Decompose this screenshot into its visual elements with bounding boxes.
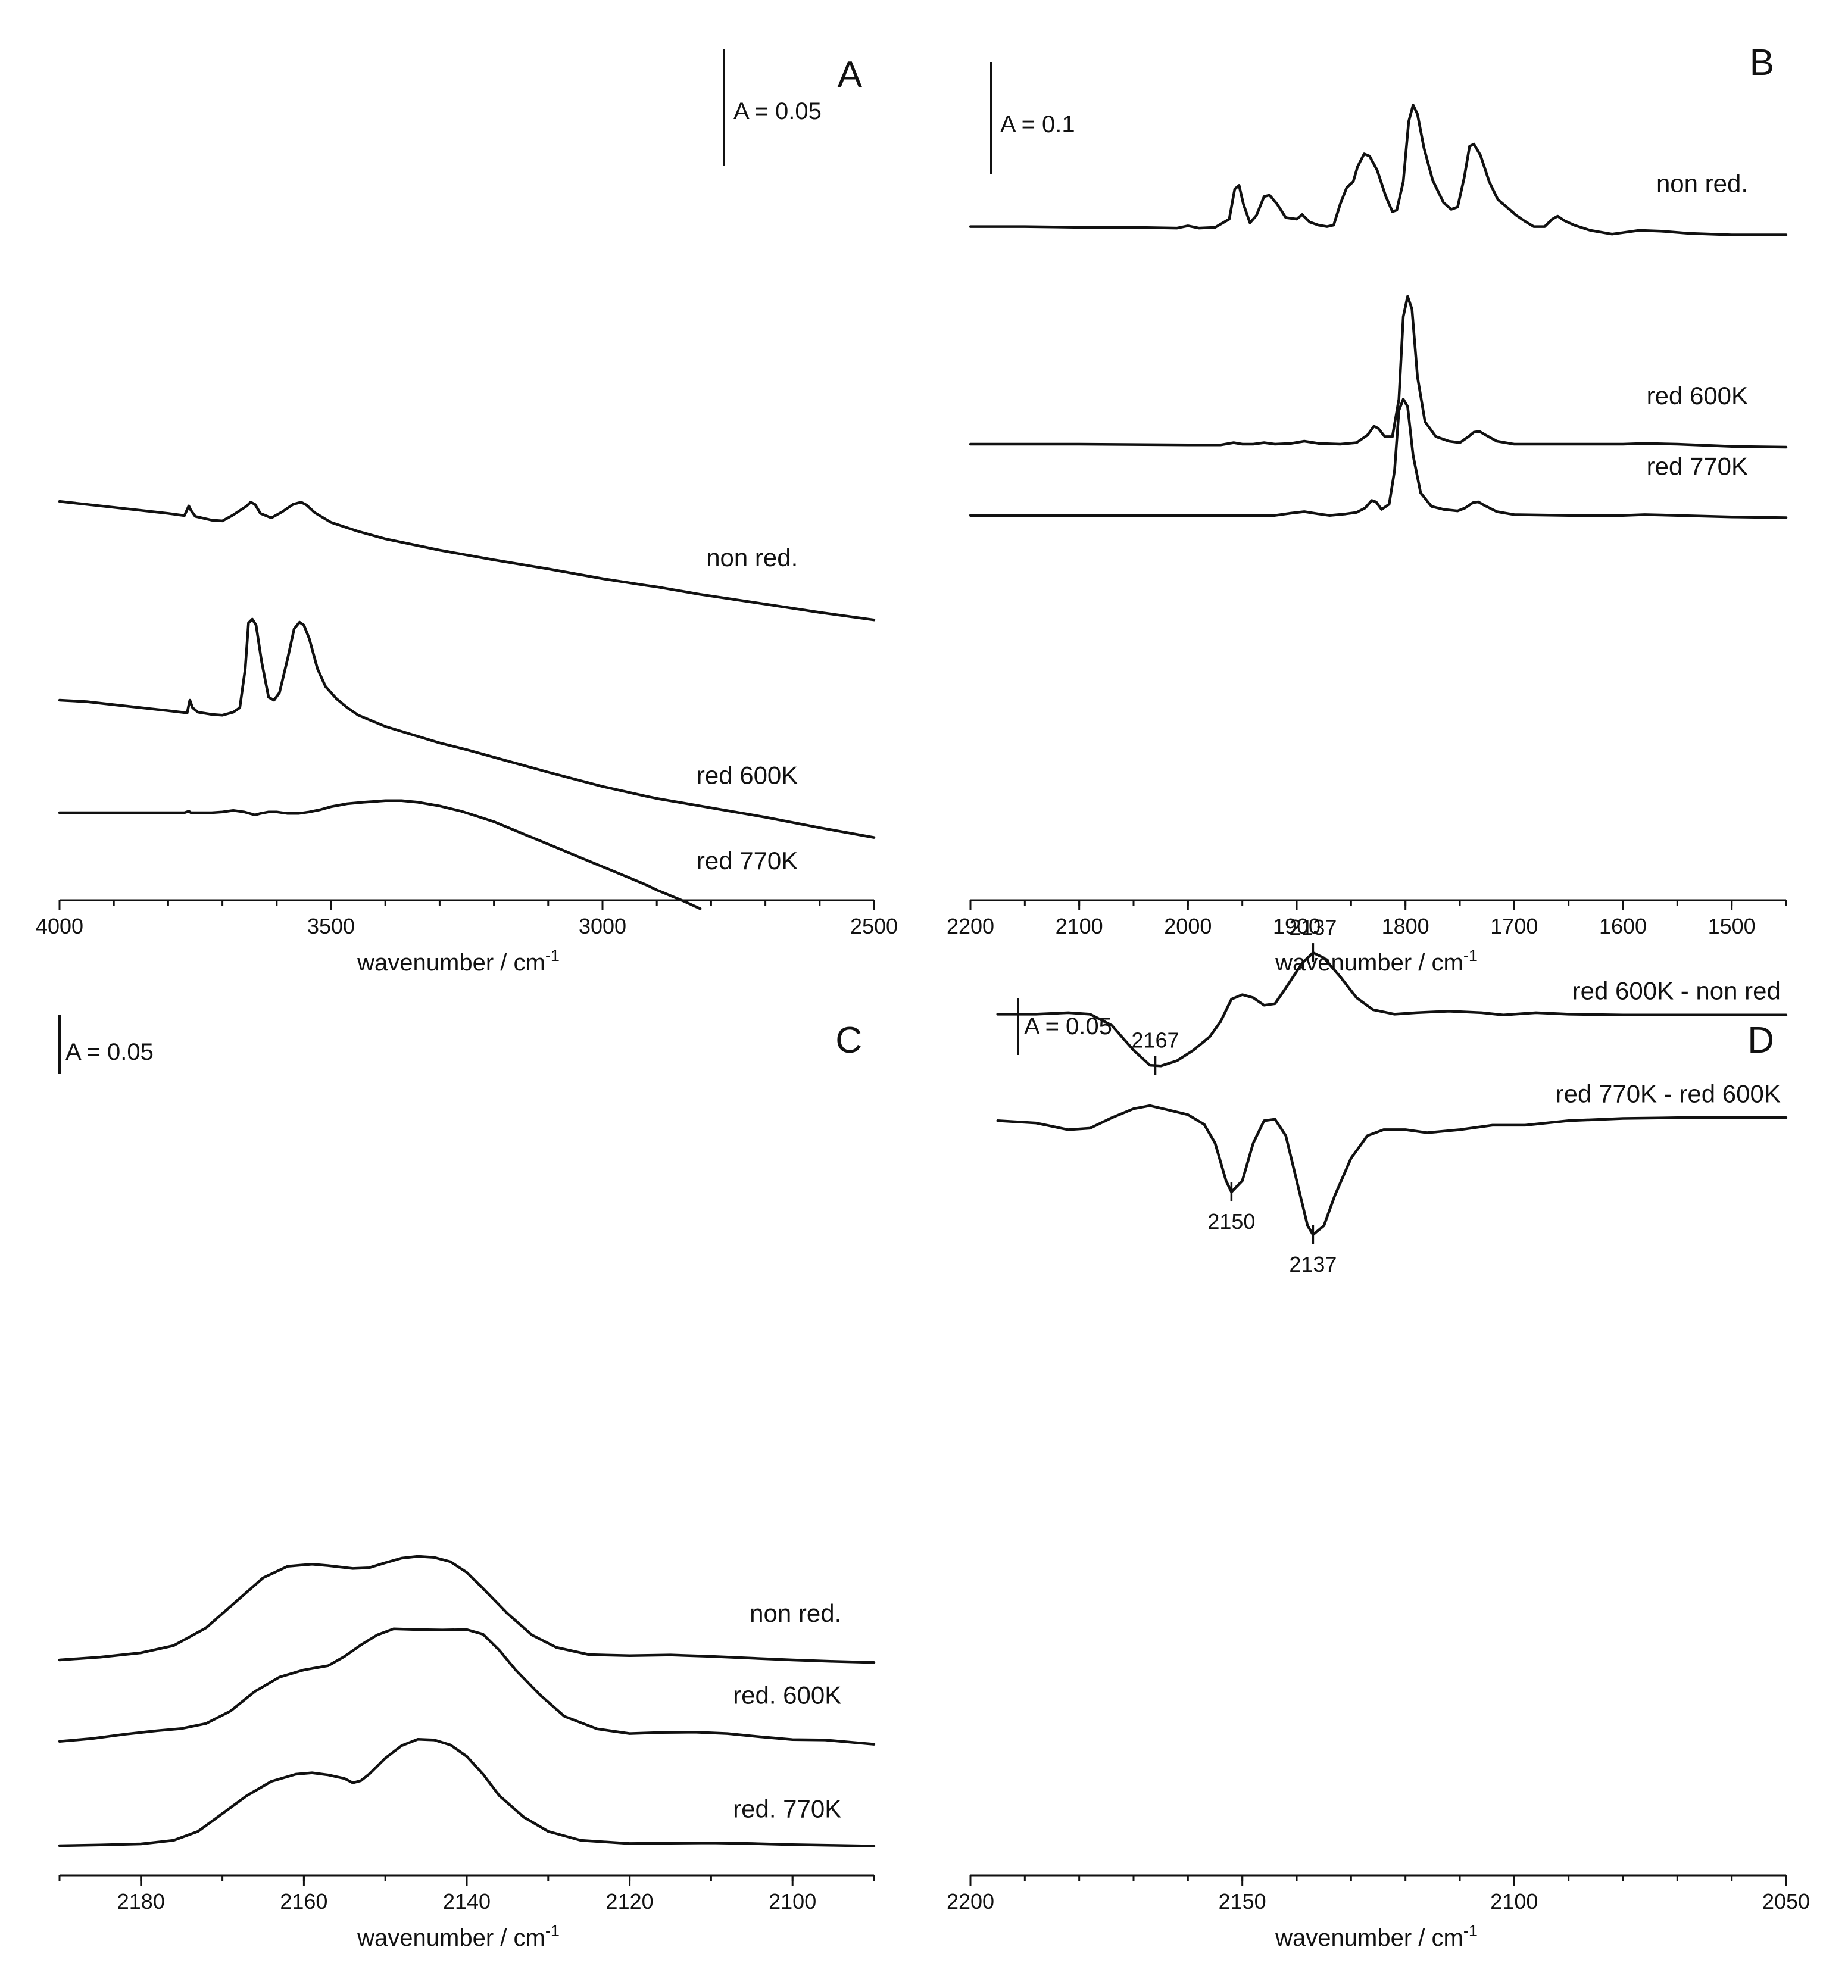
scale-bar-label: A = 0.1 [1000,111,1075,138]
x-tick-label: 2120 [606,1889,654,1914]
series-label: red 600K - non red [1572,977,1781,1005]
scale-bar-label: A = 0.05 [733,98,822,124]
peak-label: 2167 [1131,1028,1179,1053]
panel-letter: D [1747,1020,1774,1061]
series-label: red. 600K [733,1681,841,1709]
x-tick-label: 1600 [1599,914,1647,938]
x-tick-label: 4000 [36,914,83,938]
series-label: red 770K [1647,452,1748,480]
series-label: red 770K [697,847,798,875]
spectrum-line-red-600k [969,295,1788,449]
x-axis-title-superscript: -1 [1463,947,1478,965]
x-tick-label: 2200 [947,914,994,938]
x-tick-label: 2160 [280,1889,327,1914]
panel-letter: A [838,54,863,95]
x-tick-label: 2180 [117,1889,165,1914]
x-tick-label: 1700 [1490,914,1538,938]
x-axis-title: wavenumber / cm-1 [1275,1922,1478,1951]
x-tick-label: 2140 [443,1889,491,1914]
x-tick-label: 2000 [1164,914,1212,938]
spectrum-line-red-770k-red-600k [996,1104,1788,1237]
x-tick-label: 3000 [579,914,626,938]
x-axis-title: wavenumber / cm-1 [1275,947,1478,976]
x-tick-label: 2050 [1762,1889,1810,1914]
x-axis-title-text: wavenumber / cm [1275,1925,1463,1951]
peak-label: 2137 [1289,915,1337,940]
x-tick-label: 2100 [1056,914,1103,938]
spectrum-line-red-770k [58,799,702,910]
series-label: red. 770K [733,1795,841,1823]
series-label: red 770K - red 600K [1556,1079,1781,1107]
x-tick-label: 2500 [850,914,898,938]
spectrum-line-red-600k-non-red [996,951,1788,1068]
spectrum-line-red-600k [58,617,876,839]
series-label: red 600K [697,762,798,789]
series-label: red 600K [1647,382,1748,410]
spectrum-line-red-770k [58,1737,876,1847]
series-label: non red. [706,544,798,572]
x-axis-title-superscript: -1 [545,947,560,965]
spectrum-line-non-red- [58,1555,876,1664]
panel-b-chart: 2200 2100 2000 1900 1800 1700 1600 1500 wavenumb… [947,42,1788,976]
spectrum-line-red-770k [969,398,1788,519]
series-label: non red. [1656,169,1748,197]
series-label: non red. [750,1599,841,1627]
panel-c-chart: 2180 2160 2140 2120 2100 wavenumber / cm-1 A =… [58,1015,876,1951]
scale-bar-label: A = 0.05 [65,1039,154,1065]
x-tick-label: 1800 [1382,914,1429,938]
x-axis-title: wavenumber / cm-1 [357,1922,560,1951]
x-tick-label: 2100 [1490,1889,1538,1914]
x-tick-label: 2150 [1219,1889,1266,1914]
x-tick-label: 1900 [1273,914,1321,938]
x-axis-title-superscript: -1 [545,1922,560,1940]
x-axis-title-text: wavenumber / cm [1275,950,1463,976]
x-axis-title-superscript: -1 [1463,1922,1478,1940]
panel-a-chart: 4000 3500 3000 2500 wavenumber / cm-1 A = 0.0… [36,49,898,976]
x-axis-title-text: wavenumber / cm [357,950,545,976]
x-tick-label: 1500 [1708,914,1756,938]
x-tick-label: 3500 [307,914,355,938]
x-axis-title-text: wavenumber / cm [357,1925,545,1951]
x-tick-label: 2200 [947,1889,994,1914]
x-tick-label: 2100 [769,1889,816,1914]
peak-label: 2137 [1289,1252,1337,1277]
spectrum-line-non-red- [58,500,876,622]
panel-letter: C [835,1020,862,1061]
peak-label: 2150 [1207,1209,1255,1234]
panel-letter: B [1750,42,1774,83]
spectrum-line-red-600k [58,1627,876,1746]
spectrum-line-non-red- [969,104,1788,236]
x-axis-title: wavenumber / cm-1 [357,947,560,976]
